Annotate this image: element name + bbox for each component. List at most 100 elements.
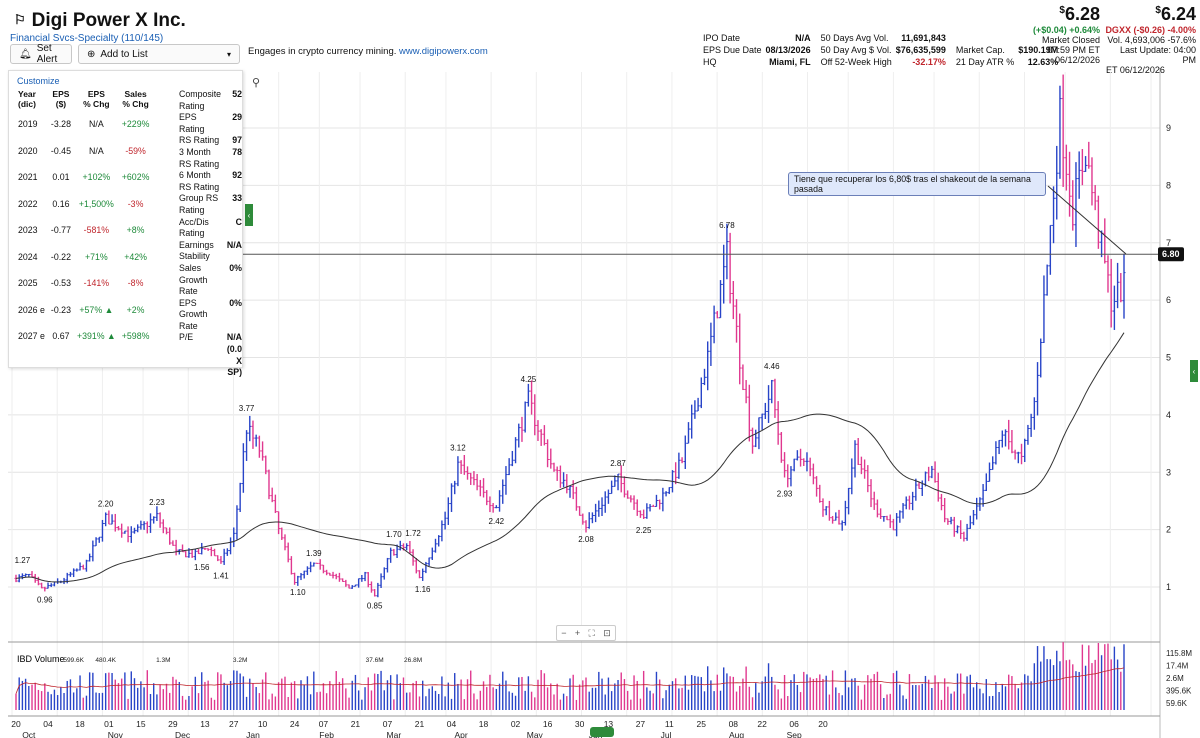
month-label: Mar xyxy=(387,730,402,738)
eps-table: Year (dic) EPS ($) EPS% Chg Sales% Chg 2019 -3… xyxy=(15,89,152,350)
x-tick-label: 24 xyxy=(290,719,300,729)
volume-title: IBD Volume xyxy=(17,654,65,664)
x-tick-label: 20 xyxy=(818,719,828,729)
rating-row: RS Rating 97 xyxy=(179,135,242,147)
eps-cell: 2022 xyxy=(18,198,38,209)
set-alert-button[interactable]: 🔔︎ Set Alert xyxy=(10,43,72,65)
eps-cell: +229% xyxy=(121,119,150,130)
volume-tick-label: 17.4M xyxy=(1166,662,1189,671)
website-link[interactable]: www.digipowerx.com xyxy=(399,46,488,57)
chevron-left-icon: ‹ xyxy=(1192,366,1196,376)
x-tick-label: 08 xyxy=(729,719,739,729)
high-label: 2.23 xyxy=(149,498,165,507)
company-title: ⚐ Digi Power X Inc. xyxy=(14,10,186,32)
eps-cell: -8% xyxy=(127,278,144,289)
y-tick-label: 8 xyxy=(1166,180,1171,190)
rating-row: 3 Month RS Rating 78 xyxy=(179,147,242,170)
volume-bars xyxy=(15,642,1125,710)
eps-cell: 0.01 xyxy=(52,172,70,183)
chart-annotation: Tiene que recuperar los 6,80$ tras el sh… xyxy=(788,172,1046,196)
month-label: Aug xyxy=(729,730,744,738)
zoom-in-button[interactable]: + xyxy=(574,628,581,638)
eps-cell: +57% ▲ xyxy=(79,304,114,315)
x-tick-label: 07 xyxy=(319,719,329,729)
y-tick-label: 6 xyxy=(1166,295,1171,305)
flag-icon[interactable]: ⚐ xyxy=(14,12,26,27)
high-label: 3.12 xyxy=(450,444,466,453)
x-axis: 20 04 18 01 15 29 13 27 10 24 07 21 07 21 04 18 02 16 30 13… xyxy=(11,719,828,738)
y-tick-label: 5 xyxy=(1166,353,1171,363)
eps-row: 2021 0.01 +102% +602% xyxy=(15,164,152,191)
x-tick-label: 21 xyxy=(351,719,361,729)
eps-cell: N/A xyxy=(89,119,104,130)
eps-cell: +42% xyxy=(124,251,147,262)
low-label: 1.56 xyxy=(194,563,210,572)
eps-cell: 2019 xyxy=(18,119,38,130)
eps-cell: +71% xyxy=(84,251,108,262)
low-label: 0.96 xyxy=(37,596,53,605)
fit-button[interactable]: ⛶ xyxy=(588,627,595,638)
eps-cell: 2021 xyxy=(18,172,38,183)
eps-cell: -0.53 xyxy=(50,278,71,289)
eps-cell: 2024 xyxy=(18,251,38,262)
y-tick-label: 4 xyxy=(1166,410,1171,420)
resistance-tag xyxy=(1158,247,1184,262)
high-label: 2.87 xyxy=(610,459,626,468)
eps-cell: -3.28 xyxy=(50,119,71,130)
screenshot-button[interactable]: ⊡ xyxy=(603,627,611,638)
customize-link[interactable]: Customize xyxy=(17,76,60,86)
rating-value: 52 xyxy=(232,89,242,99)
x-tick-label: 15 xyxy=(136,719,146,729)
month-label: Apr xyxy=(455,730,468,738)
high-label: 3.77 xyxy=(239,404,255,413)
eps-cell: +2% xyxy=(126,304,145,315)
x-tick-label: 06 xyxy=(789,719,799,729)
right-panel-tab[interactable]: ‹ xyxy=(1190,360,1198,382)
high-label: 1.72 xyxy=(405,529,421,538)
eps-cell: 2025 xyxy=(18,278,38,289)
month-label: Nov xyxy=(108,730,124,738)
rating-value: 0% xyxy=(229,262,242,273)
x-tick-label: 18 xyxy=(75,719,85,729)
x-tick-label: 04 xyxy=(43,719,53,729)
rating-label: Composite Rating xyxy=(179,89,222,111)
eps-row: 2027 e 0.67 +391% ▲ +598% xyxy=(15,323,152,350)
low-label: 2.42 xyxy=(489,517,505,526)
low-label: 2.25 xyxy=(636,526,652,535)
rating-row: EPS Rating 29 xyxy=(179,112,242,135)
scroll-handle[interactable] xyxy=(590,727,614,737)
rating-value: 33 xyxy=(232,193,242,204)
low-label: 1.10 xyxy=(290,588,306,597)
rating-label: 6 Month RS Rating xyxy=(179,170,220,192)
x-tick-label: 22 xyxy=(757,719,767,729)
rating-label: 3 Month RS Rating xyxy=(179,146,220,169)
low-label: 2.93 xyxy=(777,489,793,498)
rating-label: P/E xyxy=(179,332,194,343)
price-axis: 1 2 3 4 5 6 7 8 9 xyxy=(1166,123,1171,592)
eps-cell: -0.45 xyxy=(50,145,71,156)
eps-cell: -581% xyxy=(83,225,110,236)
close-quote: $6.24 DGXX (-$0.26) -4.00% Vol. 4,693,00… xyxy=(1105,4,1196,75)
eps-cell: -59% xyxy=(125,145,146,156)
month-label: Jan xyxy=(246,730,260,738)
rating-row: 6 Month RS Rating 92 xyxy=(179,170,242,193)
volume-tick-label: 395.6K xyxy=(1166,687,1192,696)
month-label: Jul xyxy=(661,730,672,738)
zoom-controls: − + ⛶ ⊡ xyxy=(556,625,616,641)
x-tick-label: 13 xyxy=(604,719,614,729)
add-to-list-button[interactable]: ⊕ Add to List ▾ xyxy=(78,44,240,64)
industry-link[interactable]: Financial Svcs-Specialty (110/145) xyxy=(10,33,164,44)
resistance-label: 6.80 xyxy=(1162,249,1180,259)
zoom-out-button[interactable]: − xyxy=(561,628,567,638)
wrench-icon[interactable]: ⚲ xyxy=(252,77,261,89)
eps-cell: +602% xyxy=(121,172,150,183)
eps-cell: 0.16 xyxy=(52,198,70,209)
eps-row: 2024 -0.22 +71% +42% xyxy=(15,244,152,271)
eps-cell: 2023 xyxy=(18,225,38,236)
x-tick-label: 29 xyxy=(168,719,178,729)
rating-value: C xyxy=(235,216,242,227)
panel-collapse-tab[interactable]: ‹ xyxy=(245,204,253,226)
x-tick-label: 21 xyxy=(415,719,425,729)
dropdown-arrow-icon[interactable]: ▾ xyxy=(226,49,231,59)
rating-label: Group RS Rating xyxy=(179,193,219,215)
